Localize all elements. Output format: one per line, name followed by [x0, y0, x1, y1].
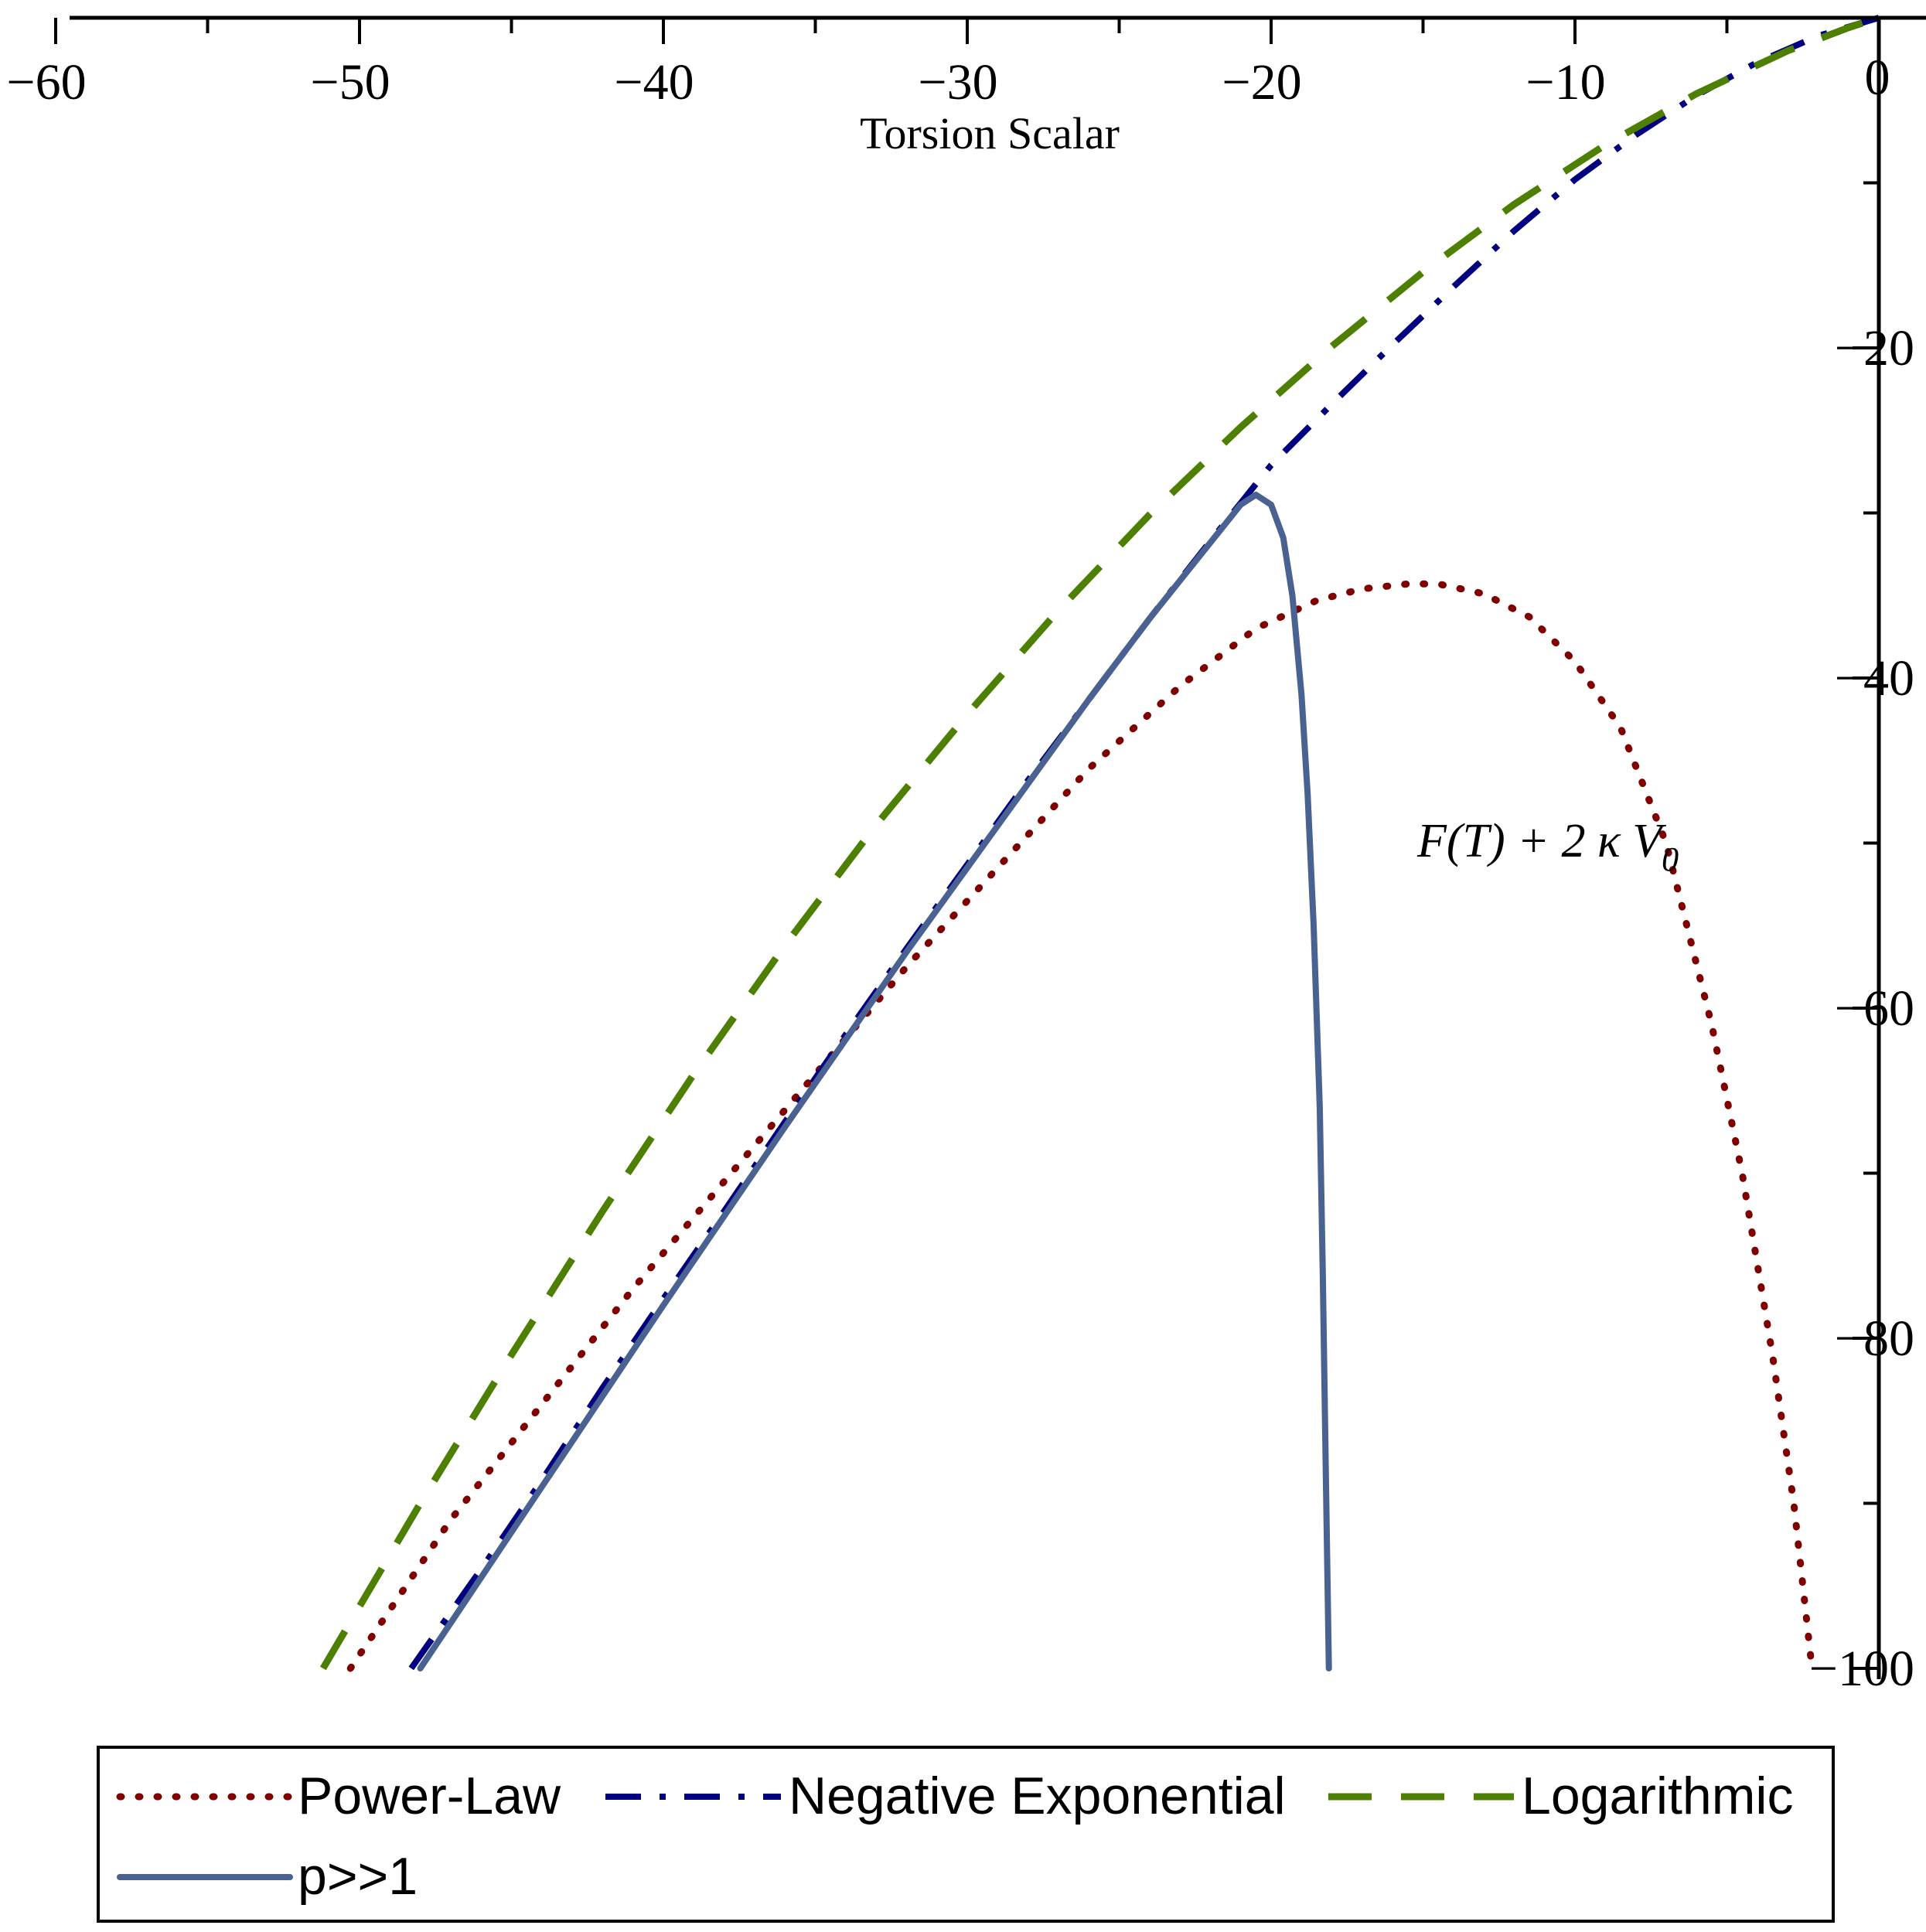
x-tick-label: −50 — [310, 54, 390, 111]
x-tick-label: −60 — [6, 54, 86, 111]
y-tick-label: −60 — [1835, 980, 1914, 1037]
x-tick-label: −30 — [918, 54, 997, 111]
y-tick-label: −100 — [1809, 1641, 1914, 1697]
legend-label: Negative Exponential — [789, 1767, 1286, 1825]
series-line-p-1 — [417, 492, 1332, 1671]
legend: Power-Law Negative Exponential Logarithmic… — [97, 1746, 1835, 1923]
series-line-logarithmic — [319, 14, 1880, 1671]
x-tick-label: −40 — [614, 54, 694, 111]
legend-items: Power-Law Negative Exponential Logarithmic… — [116, 1767, 1794, 1906]
y-axis-title-sub: 0 — [1662, 840, 1679, 878]
legend-label: Power-Law — [298, 1767, 561, 1825]
y-axis-title: F(T) + 2 κ V0 — [1416, 815, 1679, 878]
x-axis-title: Torsion Scalar — [860, 108, 1120, 158]
series-layer — [319, 14, 1880, 1672]
x-tick-label: −20 — [1222, 54, 1301, 111]
y-tick-label: −80 — [1835, 1310, 1914, 1367]
y-tick-label: −40 — [1835, 650, 1914, 707]
x-tick-label: −10 — [1525, 54, 1605, 111]
series-line-power-law — [346, 580, 1815, 1672]
legend-label: p>>1 — [298, 1847, 418, 1906]
y-tick-label: −20 — [1835, 320, 1914, 377]
y-axis-title-main: F(T) + 2 κ V — [1416, 815, 1666, 867]
legend-label: Logarithmic — [1522, 1767, 1794, 1825]
legend-box — [97, 1746, 1835, 1923]
origin-tick-label: 0 — [1865, 49, 1890, 106]
